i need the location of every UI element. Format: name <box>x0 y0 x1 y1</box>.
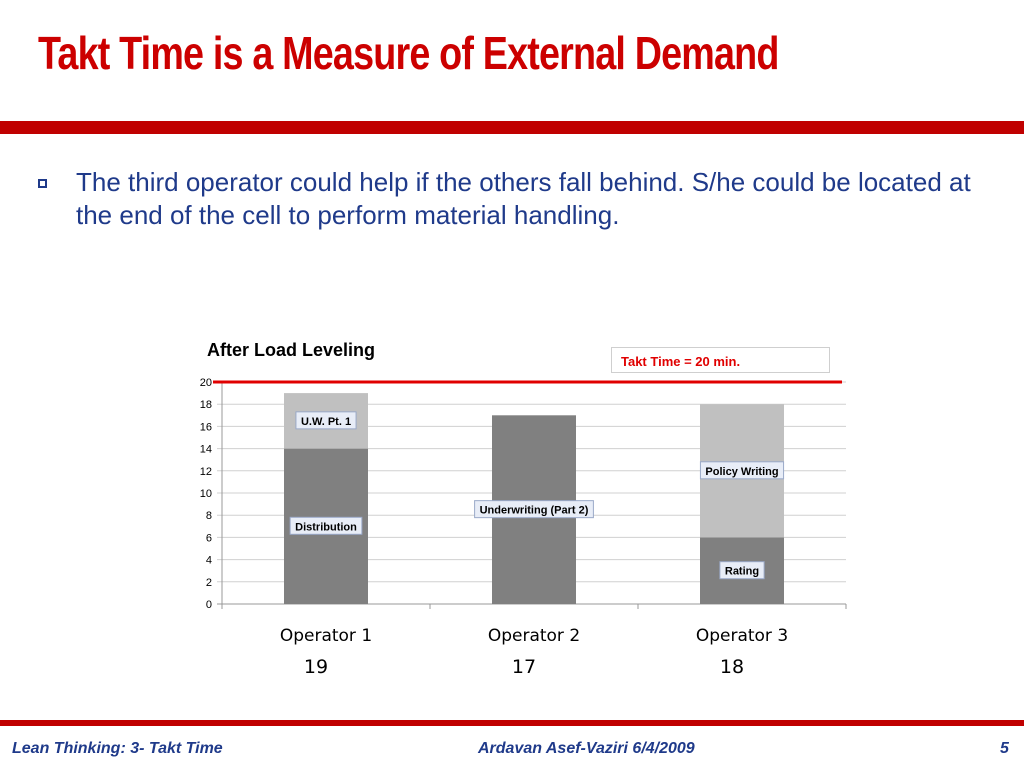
segment-label: Policy Writing <box>705 466 778 478</box>
y-tick-label: 12 <box>200 466 212 478</box>
takt-time-label: Takt Time = 20 min. <box>621 354 741 369</box>
y-tick-label: 0 <box>206 599 212 611</box>
x-category-label: Operator 2 <box>488 626 580 646</box>
segment-label: Rating <box>725 566 759 578</box>
segment-label: U.W. Pt. 1 <box>301 416 351 428</box>
footer-divider <box>0 720 1024 726</box>
segment-label: Distribution <box>295 521 357 533</box>
segment-label-box <box>699 461 785 480</box>
square-bullet-icon <box>38 179 47 188</box>
y-tick-label: 10 <box>200 488 212 500</box>
category-total: 17 <box>512 656 536 678</box>
category-total: 18 <box>720 656 744 678</box>
y-tick-label: 8 <box>206 510 212 522</box>
y-tick-label: 18 <box>200 399 212 411</box>
y-tick-label: 16 <box>200 421 212 433</box>
y-tick-label: 4 <box>206 555 212 567</box>
slide-title: Takt Time is a Measure of External Deman… <box>38 27 779 79</box>
segment-label-box <box>289 516 363 535</box>
takt-time-legend: Takt Time = 20 min. <box>611 347 830 373</box>
segment-label-box <box>295 411 357 430</box>
chart-title: After Load Leveling <box>207 340 376 360</box>
segment-label-box <box>474 500 594 519</box>
segment-label-box <box>719 561 765 580</box>
y-tick-label: 6 <box>206 532 212 544</box>
category-total: 19 <box>304 656 328 678</box>
bullet-item: The third operator could help if the oth… <box>38 166 1013 232</box>
y-tick-label: 14 <box>200 444 212 456</box>
y-tick-label: 2 <box>206 577 212 589</box>
segment-label: Underwriting (Part 2) <box>480 505 589 517</box>
footer-course: Lean Thinking: 3- Takt Time <box>12 740 223 757</box>
bullet-text: The third operator could help if the oth… <box>76 167 971 230</box>
x-category-label: Operator 3 <box>696 626 788 646</box>
x-category-label: Operator 1 <box>280 626 372 646</box>
stacked-bar-chart: 0 2 4 6 8 10 12 14 16 18 20 Distribution U.W. Pt. 1 U… <box>200 377 847 678</box>
page-number: 5 <box>1000 740 1009 757</box>
y-tick-label: 20 <box>200 377 212 389</box>
title-divider <box>0 121 1024 134</box>
footer-author-date: Ardavan Asef-Vaziri 6/4/2009 <box>478 740 695 757</box>
